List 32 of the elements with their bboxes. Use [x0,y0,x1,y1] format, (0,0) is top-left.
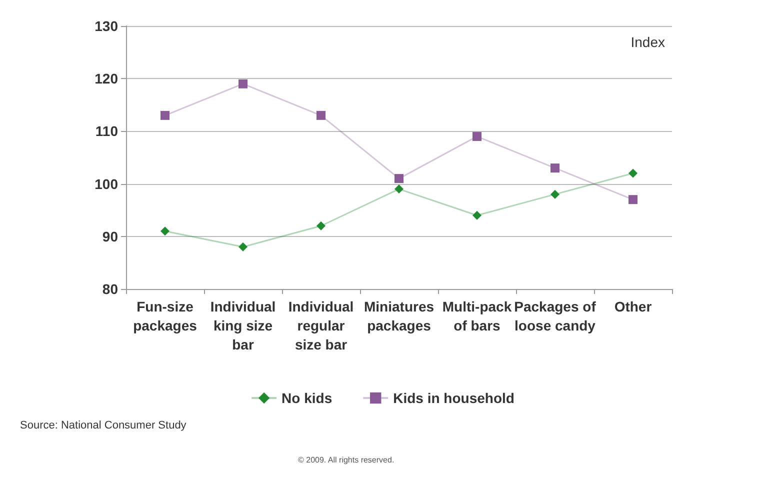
point [394,184,404,194]
point [160,226,170,236]
x-tick-label: Packages of loose candy [514,298,596,334]
x-tick-label: Multi-pack of bars [442,298,512,334]
point [238,79,248,88]
point [160,110,170,120]
source-note: Source: National Consumer Study [20,420,187,432]
x-tick-label: Fun-size packages [133,298,198,334]
point [628,195,638,204]
point [316,221,326,230]
y-tick-label: 100 [94,176,118,192]
x-tick-label: Miniatures packages [364,298,434,334]
y-tick-label: 110 [95,123,118,140]
legend-label: No kids [282,390,332,406]
x-tick-label: Other [614,298,652,314]
x-tick-label: Individual king size bar [210,298,276,352]
x-tick-label: Individual regular size bar [288,298,354,352]
y-tick-label: 90 [102,228,118,244]
point [316,110,326,120]
point [238,242,248,252]
point [550,164,560,173]
point [394,174,404,184]
point [628,168,638,178]
point [550,190,560,199]
y-tick-label: 130 [94,18,118,34]
legend-label: Kids in household [393,390,514,406]
point [472,132,482,141]
y-tick-label: 80 [102,281,118,297]
point [472,210,482,220]
y-tick-label: 120 [94,70,118,87]
text: © 2009. All rights reserved. [298,456,394,464]
annotation: Index [630,34,665,50]
